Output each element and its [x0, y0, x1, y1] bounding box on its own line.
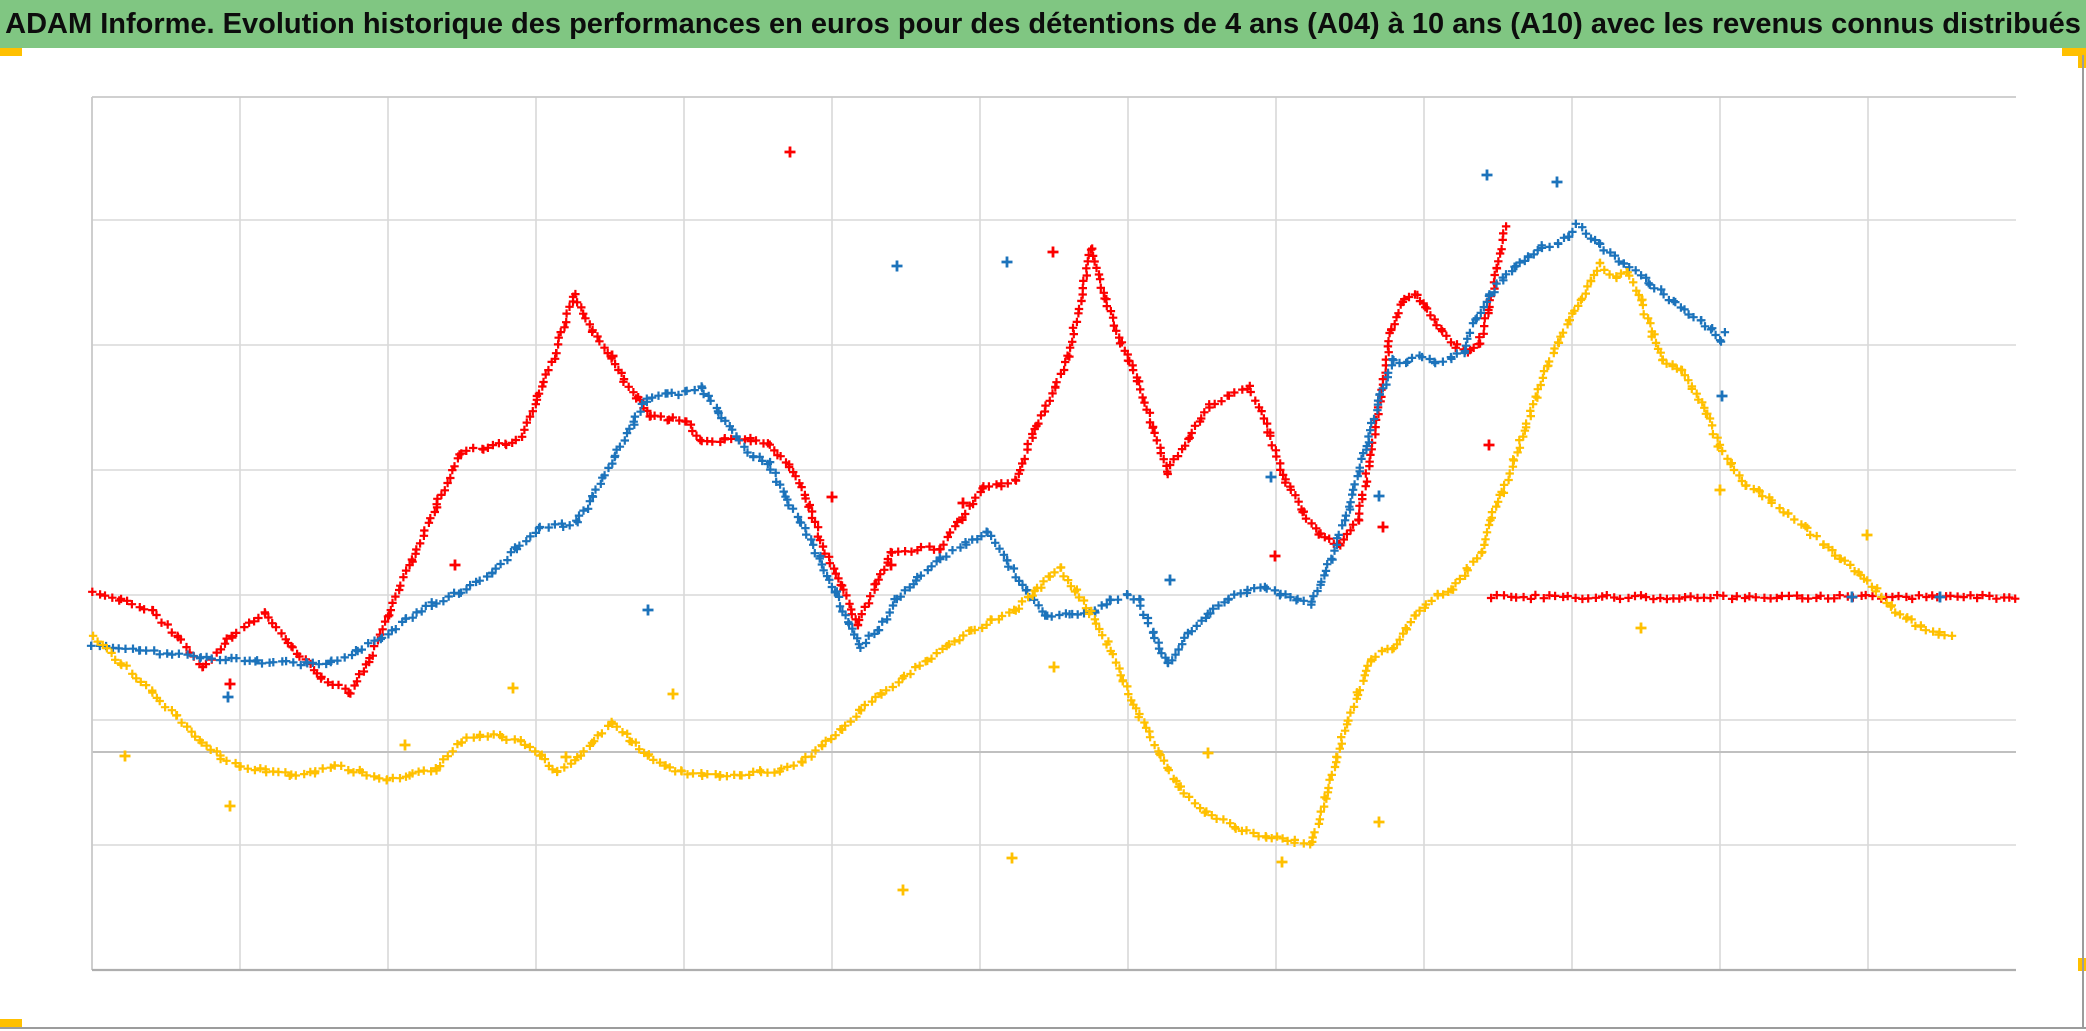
yellow-series-outlier-markers — [119, 484, 1873, 896]
page-title: ADAM Informe. Evolution historique des p… — [5, 7, 2081, 40]
yellow-series-line — [88, 258, 1957, 849]
corner-accent-top-right-h — [2062, 48, 2086, 56]
blue-series-outlier-markers — [222, 169, 1946, 703]
corner-accent-top-left — [0, 48, 22, 56]
page-bottom-rule — [0, 1027, 2086, 1029]
red-series-line — [88, 222, 2020, 698]
corner-accent-bottom-left — [0, 1019, 22, 1028]
blue-series-line — [86, 219, 1730, 670]
page-right-rule — [2082, 55, 2084, 1029]
title-bar: ADAM Informe. Evolution historique des p… — [0, 0, 2086, 48]
red-series-outlier-markers — [224, 146, 1495, 690]
